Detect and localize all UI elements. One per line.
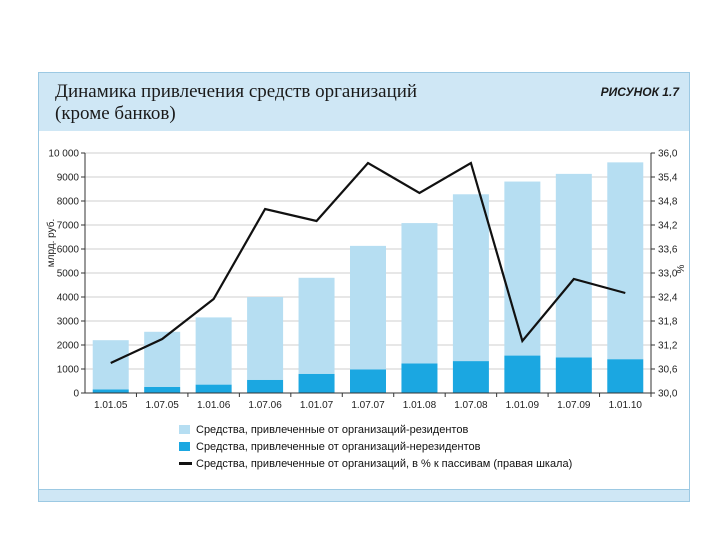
- figure-frame: Динамика привлечения средств организаций…: [38, 72, 690, 502]
- y2-axis-title: %: [676, 264, 687, 273]
- chart-panel: 0 1000 2000 3000 4000 5000 6000 7000 8000 9000 10 …: [39, 131, 689, 490]
- y-tick-label: 2000: [57, 341, 80, 352]
- bar-residents: [401, 223, 438, 364]
- bar-nonresidents: [298, 373, 335, 393]
- bar-nonresidents: [555, 357, 592, 393]
- y-tick-label: 8000: [57, 197, 80, 208]
- y-tick-label: 6000: [57, 245, 80, 256]
- chart-svg: 0 1000 2000 3000 4000 5000 6000 7000 8000 9000 10 …: [45, 149, 687, 412]
- bar-residents: [555, 173, 592, 358]
- bar-residents: [247, 297, 284, 380]
- legend-swatch-nonresidents: [179, 442, 190, 451]
- x-tick-label: 1.01.09: [506, 400, 540, 411]
- legend-label-nonresidents: Средства, привлеченные от организаций-не…: [196, 440, 481, 453]
- legend-label-residents: Средства, привлеченные от организаций-ре…: [196, 423, 469, 436]
- bar-residents: [350, 245, 386, 370]
- y2-tick-label: 32,4: [658, 293, 678, 304]
- legend-swatch-residents: [179, 425, 190, 434]
- y2-tick-label: 31,8: [658, 317, 678, 328]
- y2-tick-label: 33,0: [658, 269, 678, 280]
- legend-label-share: Средства, привлеченные от организаций, в…: [196, 457, 573, 470]
- bar-nonresidents: [452, 361, 489, 393]
- bar-residents: [298, 277, 335, 374]
- bar-nonresidents: [401, 363, 438, 393]
- bar-nonresidents: [247, 379, 284, 393]
- bar-nonresidents: [144, 387, 181, 393]
- y-tick-label: 3000: [57, 317, 80, 328]
- y2-tick-label: 36,0: [658, 149, 678, 160]
- bar-residents: [607, 162, 644, 360]
- y2-tick-label: 34,8: [658, 197, 678, 208]
- x-tick-label: 1.01.06: [197, 400, 231, 411]
- y-tick-label: 9000: [57, 173, 80, 184]
- bar-nonresidents: [195, 384, 232, 393]
- y2-tick-label: 34,2: [658, 221, 678, 232]
- chart-legend: Средства, привлеченные от организаций-ре…: [179, 421, 659, 472]
- y-tick-label: 4000: [57, 293, 80, 304]
- bar-nonresidents: [92, 389, 129, 393]
- x-tick-label: 1.01.10: [609, 400, 643, 411]
- x-tick-label: 1.07.08: [454, 400, 488, 411]
- y-tick-label: 0: [73, 389, 79, 400]
- figure-header: Динамика привлечения средств организаций…: [39, 73, 689, 133]
- x-tick-label: 1.07.09: [557, 400, 591, 411]
- y-axis-title: млрд. руб.: [45, 219, 57, 268]
- bar-nonresidents: [350, 369, 386, 393]
- legend-swatch-line: [179, 462, 192, 465]
- x-tick-label: 1.01.08: [403, 400, 437, 411]
- legend-item-share-line: Средства, привлеченные от организаций, в…: [179, 455, 659, 472]
- y-tick-label: 1000: [57, 365, 80, 376]
- y2-tick-label: 35,4: [658, 173, 678, 184]
- bar-residents: [144, 331, 181, 387]
- x-tick-label: 1.07.06: [248, 400, 282, 411]
- x-tick-label: 1.07.05: [145, 400, 179, 411]
- figure-number-label: РИСУНОК 1.7: [600, 85, 679, 99]
- x-tick-label: 1.07.07: [351, 400, 385, 411]
- legend-item-residents: Средства, привлеченные от организаций-ре…: [179, 421, 659, 438]
- chart-title: Динамика привлечения средств организаций…: [55, 81, 418, 124]
- legend-item-nonresidents: Средства, привлеченные от организаций-не…: [179, 438, 659, 455]
- y-tick-label: 5000: [57, 269, 80, 280]
- bar-residents: [195, 317, 232, 385]
- y-tick-label: 10 000: [48, 149, 79, 160]
- y2-tick-label: 31,2: [658, 341, 678, 352]
- y2-tick-label: 30,0: [658, 389, 678, 400]
- bar-residents: [452, 194, 489, 362]
- y2-tick-label: 33,6: [658, 245, 678, 256]
- y2-tick-label: 30,6: [658, 365, 678, 376]
- x-tick-label: 1.01.07: [300, 400, 334, 411]
- x-tick-label: 1.01.05: [94, 400, 128, 411]
- bar-residents: [504, 181, 541, 356]
- bar-nonresidents: [607, 359, 644, 393]
- bar-nonresidents: [504, 355, 541, 393]
- y-tick-label: 7000: [57, 221, 80, 232]
- bar-residents: [92, 340, 129, 390]
